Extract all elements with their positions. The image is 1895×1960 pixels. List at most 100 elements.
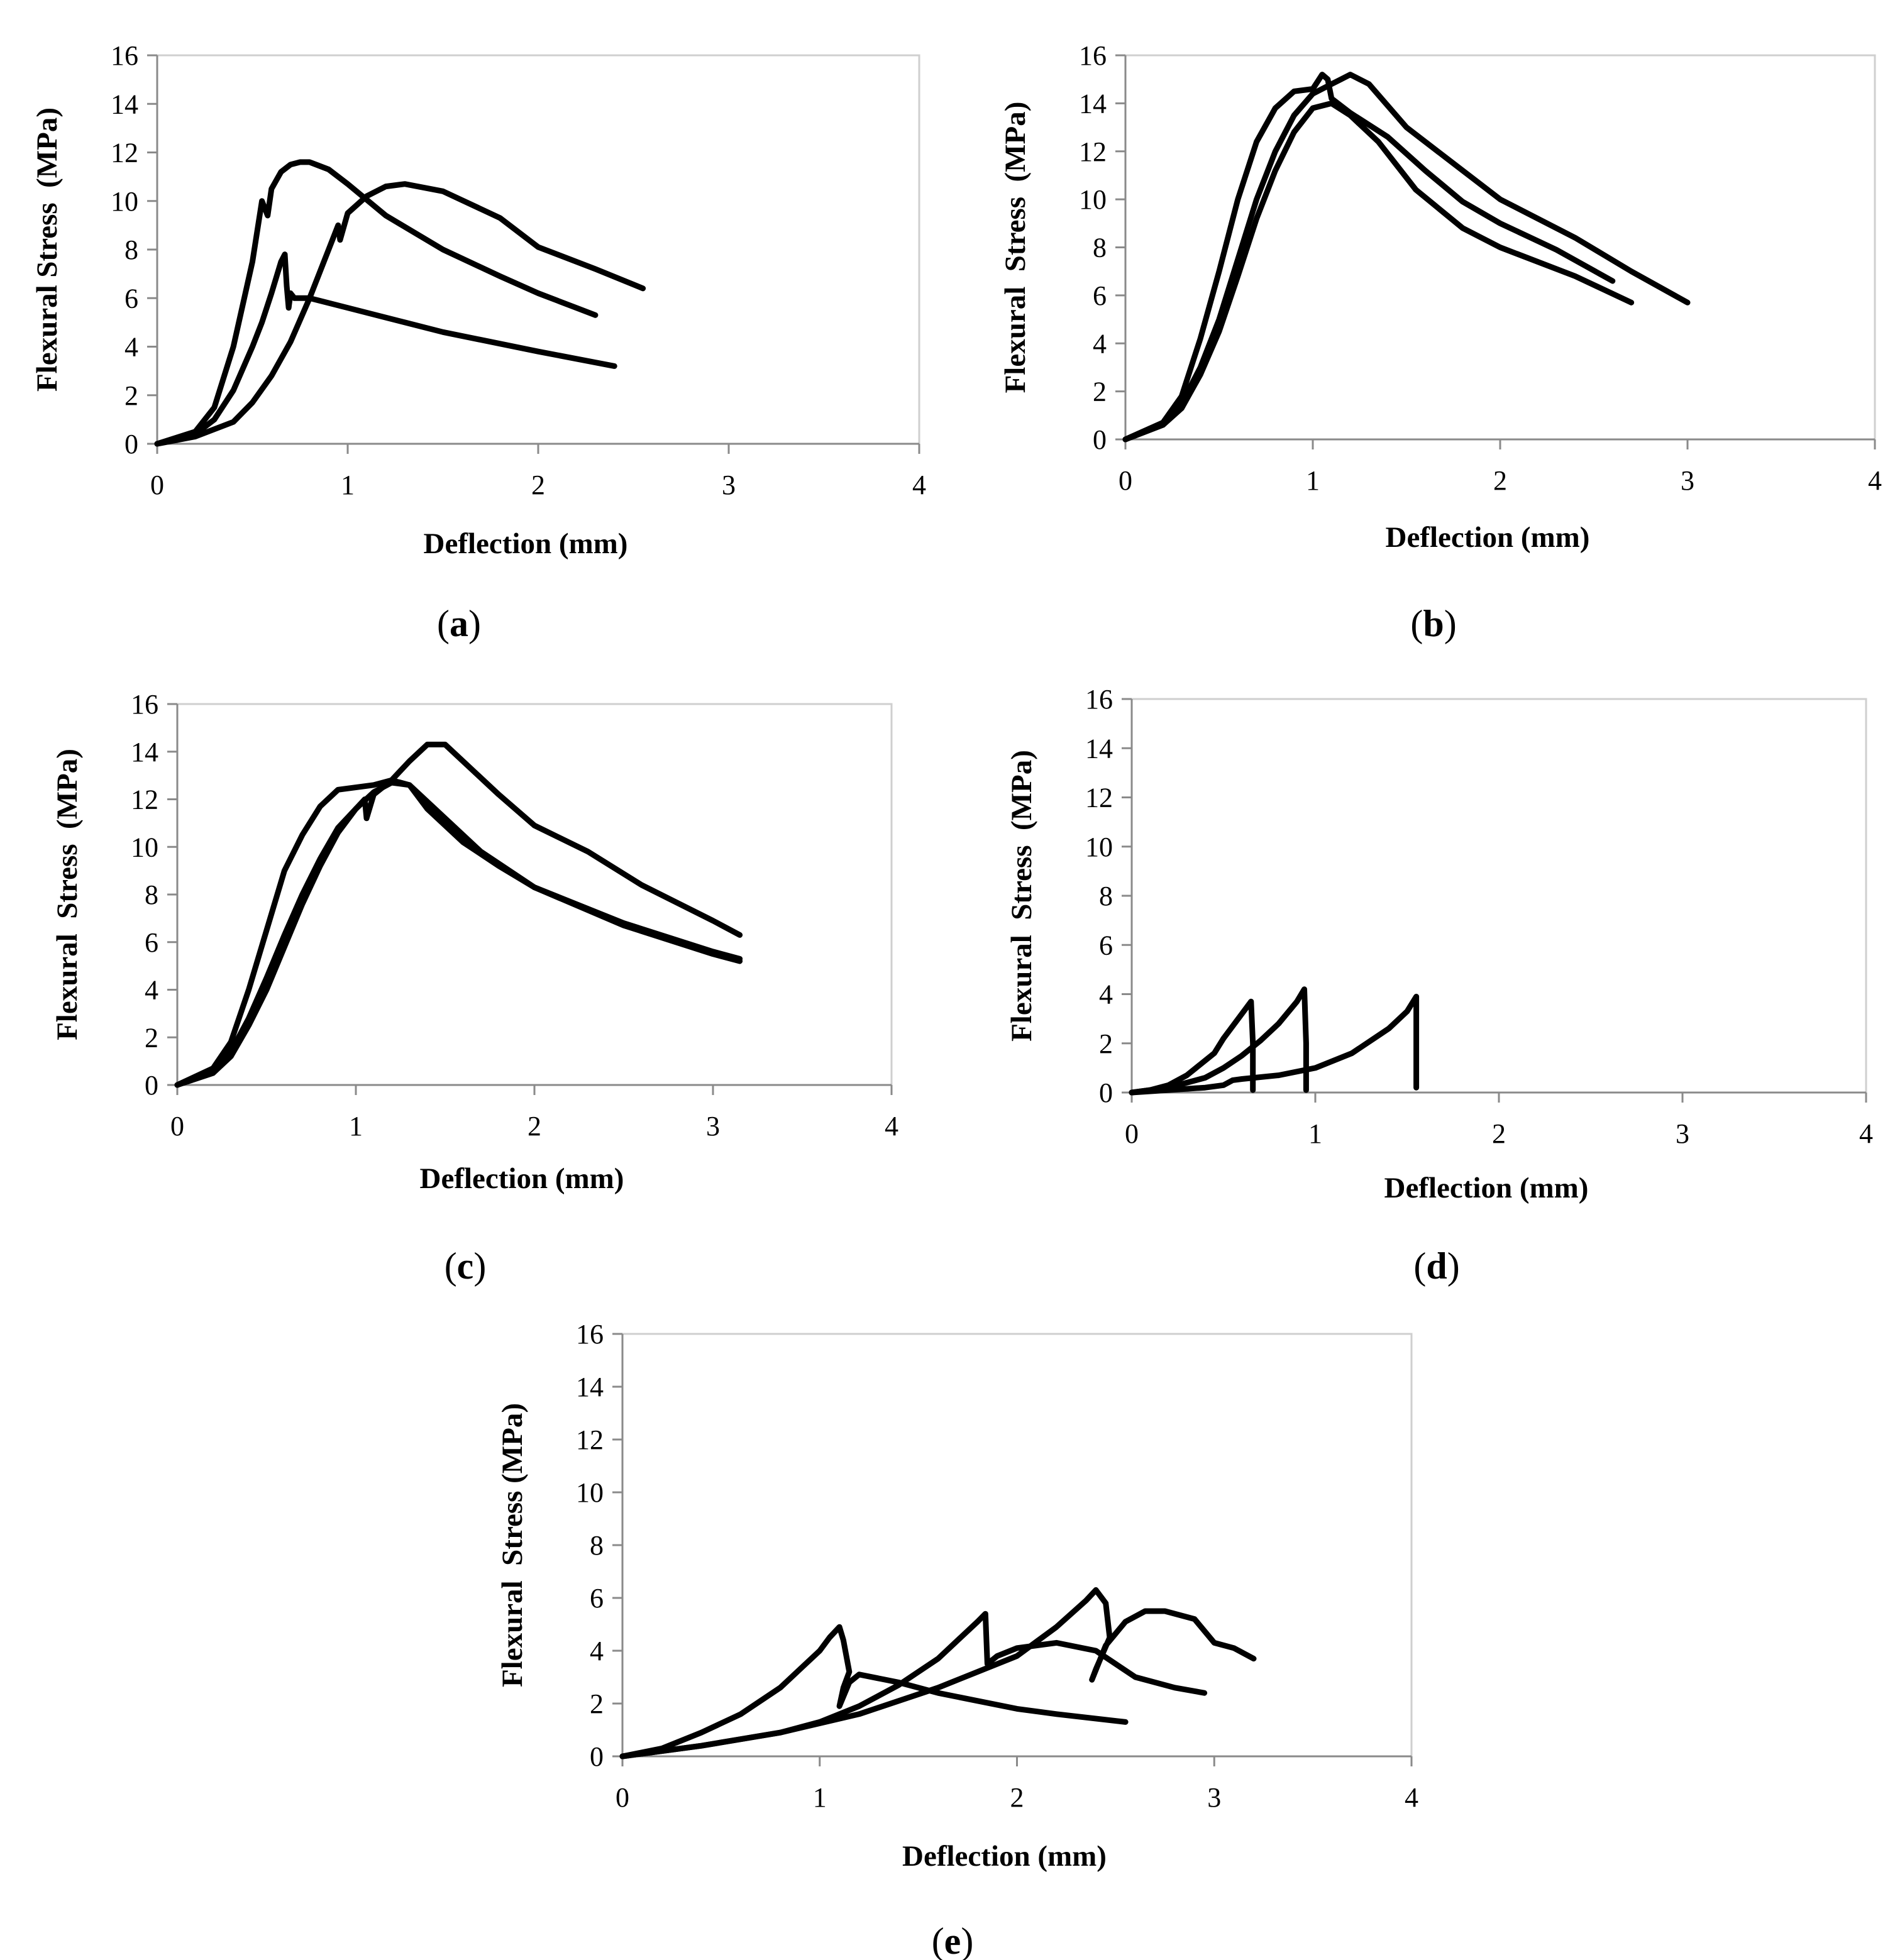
y-tick-label: 10 [131, 832, 158, 862]
panel-letter: c [457, 1245, 474, 1287]
y-axis-label: Flexural Stress (MPa) [31, 107, 64, 392]
series-line-3 [619, 1587, 1257, 1759]
y-tick-label: 0 [1099, 1077, 1113, 1108]
y-tick-label: 2 [145, 1022, 158, 1053]
panel-paren-close: ) [1444, 603, 1457, 644]
x-tick-label: 4 [1859, 1118, 1873, 1149]
y-tick-label: 0 [124, 429, 138, 460]
panel-letter: b [1423, 603, 1444, 644]
y-tick-label: 12 [1079, 136, 1107, 167]
y-axis-label: Flexural Stress (MPa) [51, 749, 84, 1040]
x-tick-label: 2 [531, 470, 545, 500]
panel-label-d: (d) [1413, 1245, 1459, 1287]
y-tick-label: 2 [1099, 1028, 1113, 1059]
series-line-3 [1122, 100, 1635, 443]
x-axis-label: Deflection (mm) [1386, 521, 1590, 554]
y-tick-label: 10 [111, 186, 138, 217]
y-axis-label: Flexural Stress (MPa) [1005, 750, 1038, 1042]
y-tick-label: 8 [145, 879, 158, 910]
panel-label-e: (e) [932, 1920, 974, 1960]
x-tick-label: 3 [1676, 1118, 1689, 1149]
series-line-3 [1129, 993, 1420, 1096]
x-tick-label: 4 [885, 1111, 898, 1142]
y-tick-label: 12 [131, 785, 158, 815]
panel-paren-close: ) [961, 1920, 973, 1960]
x-tick-label: 2 [1010, 1782, 1024, 1813]
y-tick-label: 14 [131, 737, 158, 768]
x-axis-label: Deflection (mm) [902, 1840, 1107, 1873]
panel-paren-open: ( [437, 603, 450, 644]
y-tick-label: 10 [1079, 184, 1107, 215]
series-line-1 [174, 741, 743, 1088]
panel-label-b: (b) [1410, 603, 1456, 644]
series-line-2 [1122, 72, 1691, 443]
y-tick-label: 4 [1093, 328, 1107, 359]
x-tick-label: 4 [1405, 1782, 1418, 1813]
series-line-1 [154, 159, 599, 447]
y-tick-label: 2 [124, 380, 138, 411]
y-tick-label: 4 [590, 1636, 604, 1666]
y-tick-label: 2 [1093, 377, 1107, 407]
y-tick-label: 10 [576, 1477, 604, 1508]
x-tick-label: 1 [813, 1782, 827, 1813]
x-tick-label: 1 [349, 1111, 363, 1142]
x-tick-label: 3 [722, 470, 736, 500]
x-tick-label: 1 [341, 470, 355, 500]
panel-paren-close: ) [468, 603, 481, 644]
x-tick-label: 0 [170, 1111, 184, 1142]
x-tick-label: 2 [1492, 1118, 1506, 1149]
x-tick-label: 4 [1868, 465, 1882, 496]
x-tick-label: 2 [1493, 465, 1507, 496]
y-tick-label: 16 [111, 40, 138, 71]
y-tick-label: 4 [124, 332, 138, 363]
y-axis-label: Flexural Stress (MPa) [999, 102, 1032, 394]
panel-paren-close: ) [1447, 1245, 1460, 1287]
y-tick-label: 14 [1085, 733, 1113, 764]
y-tick-label: 0 [590, 1741, 604, 1772]
series-line-3 [154, 181, 646, 447]
x-tick-label: 0 [150, 470, 164, 500]
y-tick-label: 12 [1085, 783, 1113, 813]
y-tick-label: 12 [111, 138, 138, 168]
y-tick-label: 4 [145, 975, 158, 1006]
x-tick-label: 1 [1308, 1118, 1322, 1149]
y-tick-label: 2 [590, 1688, 604, 1719]
y-axis-label: Flexural Stress (MPa) [496, 1403, 529, 1687]
series-line-2 [1129, 986, 1309, 1096]
series-line-3 [174, 779, 743, 1088]
panel-paren-open: ( [1410, 603, 1423, 644]
x-tick-label: 3 [706, 1111, 720, 1142]
y-tick-label: 6 [124, 283, 138, 314]
x-tick-label: 3 [1207, 1782, 1221, 1813]
x-tick-label: 1 [1306, 465, 1320, 496]
panel-label-c: (c) [445, 1245, 487, 1287]
series-line-1 [1122, 72, 1616, 443]
panel-letter: d [1426, 1245, 1447, 1287]
y-tick-label: 6 [590, 1583, 604, 1614]
panel-paren-open: ( [445, 1245, 457, 1287]
y-tick-label: 6 [1093, 280, 1107, 311]
panel-label-a: (a) [437, 603, 481, 644]
y-tick-label: 16 [1085, 684, 1113, 715]
y-tick-label: 8 [124, 234, 138, 265]
panel-paren-open: ( [1413, 1245, 1426, 1287]
y-tick-label: 6 [1099, 930, 1113, 961]
x-tick-label: 4 [912, 470, 926, 500]
y-tick-label: 12 [576, 1424, 604, 1455]
series-line-1 [619, 1624, 1129, 1759]
y-tick-label: 16 [131, 689, 158, 720]
y-tick-label: 16 [576, 1319, 604, 1350]
y-tick-label: 10 [1085, 832, 1113, 862]
y-tick-label: 6 [145, 927, 158, 958]
series-line-2 [154, 251, 617, 447]
y-tick-label: 8 [1093, 233, 1107, 263]
y-tick-label: 14 [576, 1372, 604, 1402]
x-tick-label: 0 [1119, 465, 1132, 496]
